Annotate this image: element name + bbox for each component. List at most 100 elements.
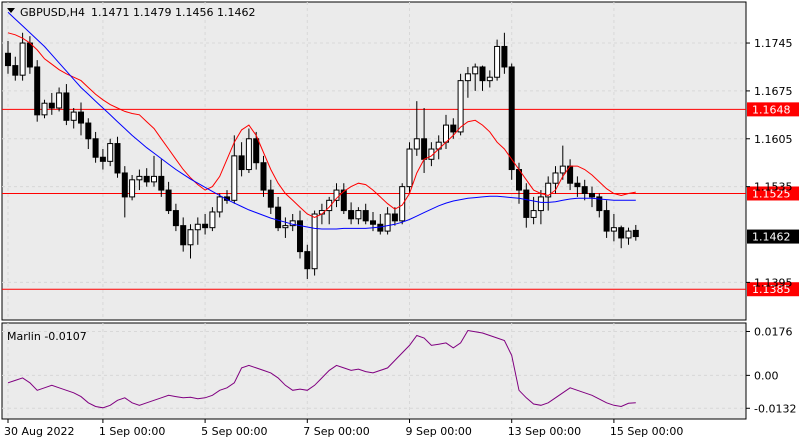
candle-bull [216, 196, 223, 213]
oscillator-axis-label: -0.0132 [754, 402, 796, 415]
level-price-label-bg [747, 186, 799, 201]
symbol-label: GBPUSD,H4 [20, 6, 85, 19]
fast-ma-line [7, 32, 636, 218]
candle-bear [172, 210, 179, 227]
oscillator-series [7, 329, 636, 409]
candle-bull [413, 138, 420, 150]
grid [2, 2, 746, 419]
candle-bear [143, 175, 150, 183]
candle-bull [209, 211, 216, 229]
candle-bull [129, 179, 136, 198]
candle-bull [559, 165, 566, 174]
candle-bear [501, 45, 508, 68]
candle-bear [92, 138, 99, 158]
price-axis-label: 1.1535 [754, 181, 793, 194]
candle-bear [34, 66, 41, 116]
candle-bear [370, 220, 376, 225]
current-price-bg [747, 229, 799, 244]
candle-bull [151, 175, 157, 183]
candle-bear [348, 210, 355, 220]
candle-bull [136, 175, 143, 181]
time-axis-label: 5 Sep 00:00 [201, 425, 267, 438]
candle-bear [377, 223, 384, 232]
candle-bull [19, 42, 26, 76]
level-price-label: 1.1385 [752, 283, 791, 296]
candle-bear [391, 213, 398, 222]
candle-bull [187, 229, 194, 246]
candle-bear [165, 189, 172, 212]
candle-bear [238, 155, 245, 171]
time-axis-label: 15 Sep 00:00 [610, 425, 683, 438]
candle-bull [282, 225, 289, 229]
candle-bull [545, 182, 552, 198]
level-price-label-bg [747, 102, 799, 117]
candle-bear [362, 210, 369, 222]
time-axis-label: 13 Sep 00:00 [508, 425, 581, 438]
candle-bear [450, 124, 457, 133]
level-price-label: 1.1648 [752, 103, 791, 116]
candle-bull [56, 92, 63, 109]
collapse-arrow-icon[interactable] [7, 8, 15, 13]
candlesticks [5, 32, 639, 279]
candle-bear [114, 143, 121, 174]
candle-bear [267, 189, 274, 208]
candle-bull [494, 45, 501, 78]
candle-bear [596, 196, 603, 212]
candle-bear [523, 189, 530, 218]
indicator-label: Marlin -0.0107 [7, 330, 87, 343]
candle-bull [443, 124, 449, 143]
candle-bear [479, 66, 486, 82]
candle-bear [632, 229, 639, 238]
candle-bear [158, 175, 165, 191]
candle-bear [589, 192, 595, 198]
ohlc-readout: 1.1471 1.1479 1.1456 1.1462 [91, 6, 255, 19]
candle-bear [5, 52, 11, 67]
candle-bear [603, 210, 610, 232]
candle-bull [41, 102, 48, 116]
moving-averages [7, 11, 636, 230]
candle-bear [275, 206, 282, 229]
candle-bull [107, 143, 114, 162]
candle-bear [180, 225, 187, 246]
oscillator-line [7, 329, 636, 409]
price-axis-label: 1.1395 [754, 276, 793, 289]
candle-bull [530, 210, 537, 218]
candle-bull [457, 80, 464, 133]
candle-bull [537, 196, 544, 212]
time-axis-label: 30 Aug 2022 [4, 425, 74, 438]
price-axis-label: 1.1745 [754, 37, 793, 50]
price-axis: 1.1648 1.1525 1.1385 1.1745 1.1675 1.1605 1.15… [746, 37, 799, 415]
candle-bull [406, 148, 413, 188]
candle-bear [48, 102, 55, 109]
candle-bull [399, 186, 406, 222]
level-price-label-bg [747, 282, 799, 297]
candle-bear [99, 156, 106, 162]
time-axis-label: 1 Sep 00:00 [99, 425, 165, 438]
candle-bear [581, 186, 588, 194]
candle-bear [63, 92, 70, 121]
candle-bull [464, 73, 471, 82]
level-price-label: 1.1525 [752, 187, 791, 200]
candle-bull [610, 227, 617, 232]
time-axis-label: 9 Sep 00:00 [406, 425, 472, 438]
candle-bull [194, 223, 201, 231]
candle-bear [304, 251, 311, 270]
indicator-panel [1, 322, 747, 420]
candle-bear [26, 42, 33, 68]
time-axis-label: 7 Sep 00:00 [303, 425, 369, 438]
candle-bear [297, 220, 303, 253]
candle-bear [12, 65, 19, 76]
price-axis-label: 1.1605 [754, 133, 793, 146]
candle-bull [326, 199, 333, 212]
candle-bull [552, 172, 559, 184]
candle-bear [574, 182, 581, 188]
price-panel [1, 1, 747, 321]
oscillator-axis-label: 0.0176 [754, 325, 793, 338]
candle-bear [340, 189, 347, 212]
slow-ma-line [7, 11, 636, 230]
candle-bull [355, 210, 362, 220]
candle-bull [70, 111, 77, 121]
candle-bear [253, 138, 260, 164]
